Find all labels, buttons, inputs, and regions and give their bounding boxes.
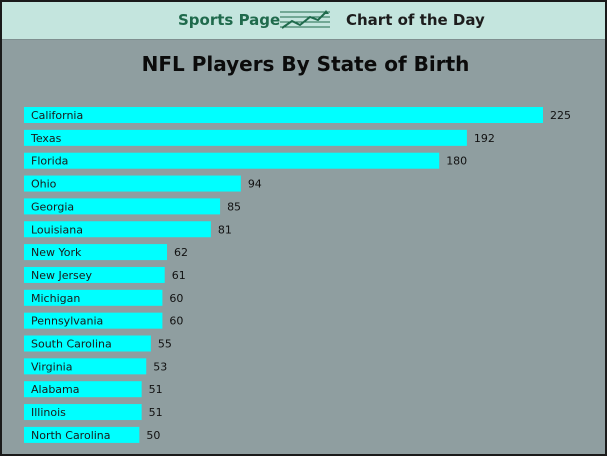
category-label: Illinois <box>31 406 66 419</box>
header-banner: Sports Page Chart of the Day <box>2 2 605 40</box>
data-label: 61 <box>172 269 186 282</box>
category-label: North Carolina <box>31 429 111 442</box>
category-label: Louisiana <box>31 223 83 236</box>
bar-illinois <box>24 404 142 421</box>
bar-new-jersey <box>24 266 165 283</box>
category-label: Michigan <box>31 292 80 305</box>
data-label: 60 <box>169 315 183 328</box>
data-label: 53 <box>153 360 167 373</box>
data-label: 60 <box>169 292 183 305</box>
bar-texas <box>24 129 467 146</box>
bar-virginia <box>24 358 147 375</box>
chart-title: NFL Players By State of Birth <box>141 52 470 76</box>
data-label: 85 <box>227 200 241 213</box>
category-label: New York <box>31 246 82 259</box>
bar-california <box>24 107 543 123</box>
bar-georgia <box>24 198 221 215</box>
chart-of-the-day-label: Chart of the Day <box>346 11 485 29</box>
trend-chart-icon <box>280 9 330 35</box>
data-label: 51 <box>149 406 163 419</box>
data-label: 50 <box>146 429 160 442</box>
category-label: California <box>31 109 83 122</box>
brand-name: Sports Page <box>178 11 281 29</box>
category-label: New Jersey <box>31 269 93 282</box>
bar-ohio <box>24 175 241 192</box>
data-label: 55 <box>158 338 172 351</box>
bar-louisiana <box>24 221 211 238</box>
category-label: Pennsylvania <box>31 315 103 328</box>
bar-florida <box>24 152 440 169</box>
category-label: Ohio <box>31 178 57 191</box>
bar-alabama <box>24 381 142 398</box>
bar-new-york <box>24 244 168 261</box>
category-label: South Carolina <box>31 338 112 351</box>
data-label: 94 <box>248 178 262 191</box>
category-label: Georgia <box>31 200 74 213</box>
bar-pennsylvania <box>24 312 163 329</box>
category-label: Florida <box>31 155 68 168</box>
category-label: Texas <box>30 132 62 145</box>
data-label: 180 <box>446 155 467 168</box>
data-label: 225 <box>550 109 571 122</box>
bar-michigan <box>24 289 163 306</box>
data-label: 62 <box>174 246 188 259</box>
bar-south-carolina <box>24 335 151 352</box>
data-label: 51 <box>149 383 163 396</box>
data-label: 81 <box>218 223 232 236</box>
category-label: Alabama <box>31 383 80 396</box>
data-label: 192 <box>474 132 495 145</box>
category-label: Virginia <box>31 360 72 373</box>
bar-north-carolina <box>24 426 140 443</box>
